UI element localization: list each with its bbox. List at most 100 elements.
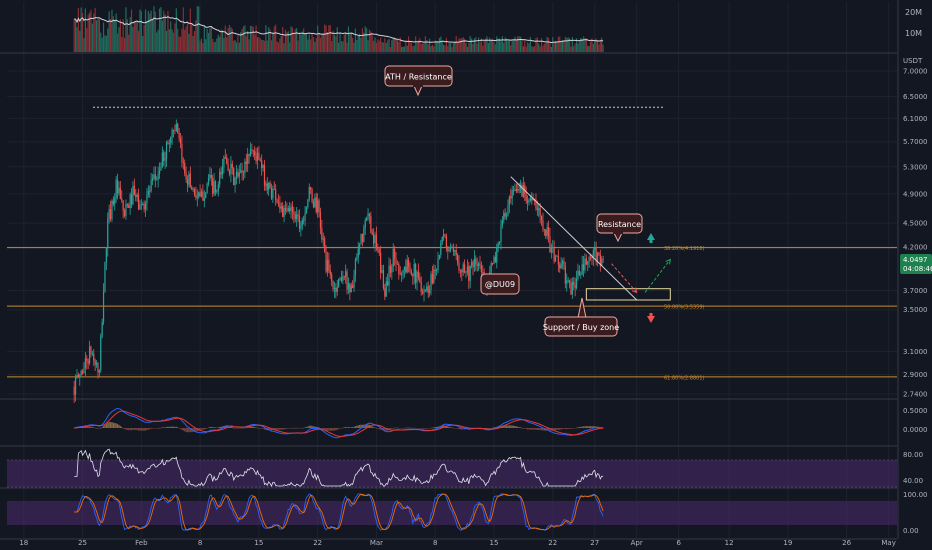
candle-body — [578, 270, 580, 275]
macd-histogram-bar — [367, 424, 369, 428]
candle-body — [321, 228, 323, 240]
grid-lines — [0, 0, 899, 540]
candle-body — [305, 207, 308, 213]
macd-histogram-bar — [416, 427, 418, 429]
candle-body — [531, 198, 533, 201]
volume-bar — [437, 41, 439, 52]
macd-histogram-bar — [461, 428, 463, 430]
volume-bar — [112, 16, 114, 52]
macd-histogram-bar — [350, 427, 352, 428]
macd-histogram-bar — [563, 428, 565, 429]
macd-histogram-bar — [83, 427, 85, 428]
candle-body — [377, 247, 379, 250]
watermark-callout: @DU09 — [480, 273, 520, 295]
macd-histogram-bar — [230, 426, 232, 428]
candle-body — [560, 263, 562, 269]
volume-bar — [494, 44, 496, 52]
candle-body — [147, 190, 149, 196]
candle-body — [601, 259, 603, 266]
candle-body — [80, 371, 82, 375]
candle-body — [142, 203, 144, 205]
volume-bar — [273, 26, 275, 52]
volume-bar — [266, 40, 268, 52]
candle-body — [154, 174, 156, 180]
volume-bar — [126, 19, 128, 53]
candle-body — [318, 200, 320, 213]
candle-body — [227, 163, 229, 172]
candle-body — [517, 188, 519, 191]
macd-histogram-bar — [158, 427, 161, 429]
volume-bar — [282, 27, 284, 52]
macd-histogram-bar — [193, 428, 196, 432]
volume-bar — [434, 40, 436, 52]
macd-histogram-bar — [557, 428, 559, 430]
volume-bar — [564, 36, 566, 52]
candle-body — [139, 204, 141, 210]
candle-body — [468, 266, 470, 281]
macd-histogram-bar — [314, 426, 316, 428]
volume-bar — [279, 38, 281, 52]
macd-histogram-bar — [108, 421, 110, 428]
macd-histogram-bar — [174, 426, 176, 428]
macd-histogram-bar — [84, 427, 86, 428]
candle-body — [301, 220, 303, 226]
macd-histogram-bar — [430, 427, 432, 429]
candle-body — [108, 209, 110, 219]
resistance-callout[interactable]: Resistance — [596, 213, 643, 243]
macd-histogram-bar — [98, 428, 100, 429]
drawings[interactable] — [510, 176, 671, 301]
arrow-up-icon-stem — [649, 240, 653, 243]
macd-histogram-bar — [448, 427, 450, 428]
support-callout[interactable]: Support / Buy zone — [543, 297, 619, 337]
macd-histogram-bar — [340, 428, 343, 429]
candle-body — [557, 255, 559, 265]
volume-bar — [508, 40, 510, 52]
macd-histogram-bar — [286, 428, 288, 429]
volume-bar — [310, 39, 312, 52]
candle-body — [146, 195, 148, 204]
candle-body — [503, 213, 505, 221]
candle-body — [570, 282, 572, 295]
candle-body — [402, 269, 404, 275]
macd-histogram-bar — [304, 427, 306, 428]
volume-bar — [440, 36, 442, 52]
macd-histogram-bar — [371, 426, 373, 428]
volume-bar — [235, 42, 238, 52]
volume-bar — [454, 41, 456, 52]
volume-bar — [100, 32, 102, 52]
price-axis[interactable]: 7.0000 6.5000 6.1000 5.7000 5.3000 4.9000 4.50… — [903, 68, 928, 399]
volume-bar — [283, 43, 285, 52]
macd-histogram-bar — [584, 426, 586, 428]
ath-callout[interactable]: ATH / Resistance — [384, 65, 453, 97]
volume-bar — [272, 32, 274, 52]
candle-body — [284, 208, 287, 211]
candle-body — [602, 259, 604, 261]
candle-body — [181, 143, 183, 162]
volume-bar — [294, 29, 296, 52]
volume-bar — [301, 31, 303, 52]
candle-body — [322, 238, 324, 240]
signal-line — [74, 410, 604, 437]
volume-bar — [256, 37, 259, 52]
candle-body — [522, 185, 524, 197]
volume-bar — [286, 32, 288, 52]
candle-body — [448, 250, 450, 251]
volume-bar — [132, 26, 134, 52]
candle-body — [356, 257, 358, 260]
volume-bar — [510, 45, 512, 52]
price-tick-label: 4.9000 — [903, 190, 928, 198]
candle-body — [277, 202, 280, 204]
candle-body — [182, 161, 184, 163]
price-tick-label: 6.1000 — [903, 115, 928, 123]
candle-body — [151, 178, 154, 181]
macd-histogram-bar — [177, 427, 179, 428]
time-axis[interactable]: 18 25 Feb 8 15 22 Mar 8 15 22 27 Apr 6 12 19 26 May — [19, 539, 896, 547]
macd-histogram-bar — [524, 428, 526, 429]
macd-histogram-bar — [237, 428, 239, 429]
candle-body — [247, 154, 249, 164]
candle-body — [238, 172, 240, 177]
candle-body — [287, 208, 289, 211]
volume-bar — [433, 46, 435, 52]
candle-body — [132, 186, 134, 205]
